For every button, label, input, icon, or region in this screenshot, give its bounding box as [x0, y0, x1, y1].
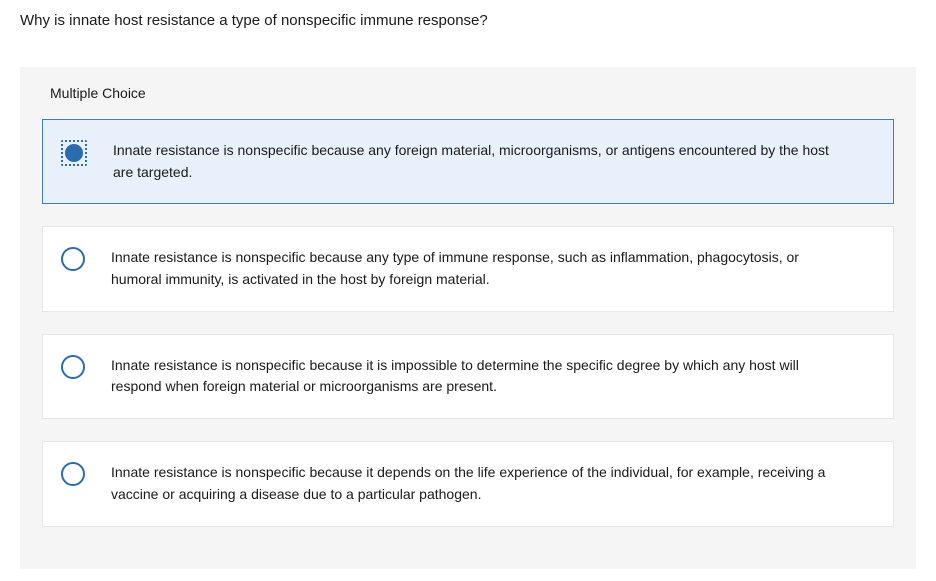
radio-unselected-icon[interactable]: [61, 462, 85, 486]
radio-selected-icon[interactable]: [61, 140, 87, 166]
radio-unselected-icon[interactable]: [61, 355, 85, 379]
multiple-choice-panel: Multiple Choice Innate resistance is non…: [20, 67, 916, 569]
choice-text: Innate resistance is nonspecific because…: [111, 355, 873, 398]
choice-option-0[interactable]: Innate resistance is nonspecific because…: [42, 119, 894, 204]
choice-option-3[interactable]: Innate resistance is nonspecific because…: [42, 441, 894, 526]
choices-container: Innate resistance is nonspecific because…: [20, 119, 916, 527]
choice-option-2[interactable]: Innate resistance is nonspecific because…: [42, 334, 894, 419]
question-prompt: Why is innate host resistance a type of …: [0, 0, 936, 29]
choice-option-1[interactable]: Innate resistance is nonspecific because…: [42, 226, 894, 311]
panel-title: Multiple Choice: [20, 67, 916, 119]
choice-text: Innate resistance is nonspecific because…: [111, 462, 873, 505]
choice-text: Innate resistance is nonspecific because…: [113, 140, 873, 183]
choice-text: Innate resistance is nonspecific because…: [111, 247, 873, 290]
radio-unselected-icon[interactable]: [61, 247, 85, 271]
